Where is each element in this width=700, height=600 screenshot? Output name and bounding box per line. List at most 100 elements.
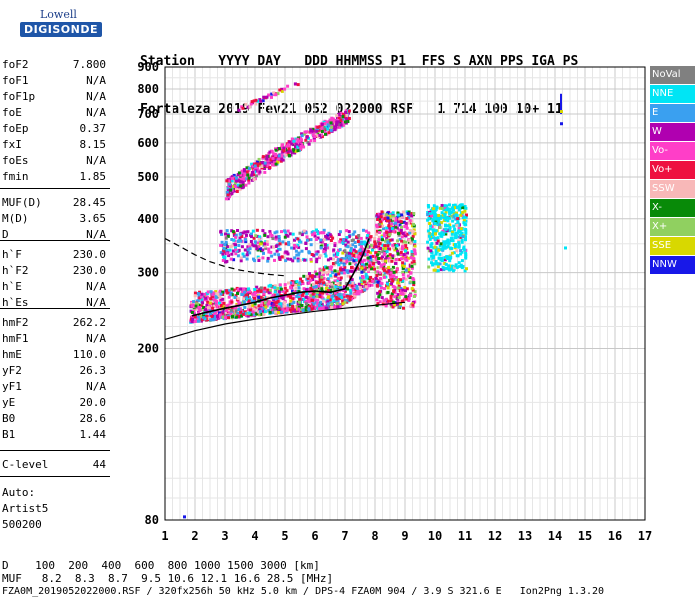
echo-point [401, 292, 405, 296]
echo-point [404, 277, 408, 281]
echo-point [243, 290, 247, 294]
echo-point [320, 287, 324, 291]
echo-point [206, 290, 210, 294]
echo-point [218, 295, 222, 299]
echo-point [391, 256, 395, 260]
echo-point [295, 294, 299, 298]
echo-point [234, 235, 238, 239]
echo-point [357, 292, 361, 296]
x-tick-label: 4 [251, 529, 258, 543]
echo-point [351, 288, 355, 292]
footer-file-line: FZA0M_2019052022000.RSF / 320fx256h 50 k… [2, 586, 605, 597]
legend-item-vo-: Vo- [650, 142, 695, 160]
echo-point [396, 211, 400, 215]
echo-point [211, 306, 215, 310]
echo-point [250, 232, 253, 236]
y-tick-label: 300 [137, 266, 159, 280]
echo-point [353, 241, 357, 244]
echo-point [341, 299, 345, 303]
echo-point [402, 234, 406, 237]
echo-point [389, 229, 393, 233]
echo-point [244, 293, 248, 297]
echo-point [448, 210, 452, 214]
legend-item-sse: SSE [650, 237, 695, 255]
echo-point [256, 234, 259, 238]
echo-point [286, 303, 290, 307]
param-row-8: MUF(D) 28.45 [2, 196, 108, 212]
echo-point [222, 247, 226, 251]
echo-point [234, 309, 238, 313]
echo-point [451, 203, 455, 207]
echo-point [464, 215, 468, 219]
echo-point [254, 166, 258, 170]
echo-point [321, 296, 325, 300]
echo-point [393, 303, 397, 307]
echo-point [276, 286, 280, 290]
echo-point [247, 178, 251, 182]
echo-point [199, 314, 203, 318]
echo-point [305, 238, 309, 242]
echo-point [297, 300, 301, 304]
echo-point [432, 236, 435, 240]
footer-muf-line: MUF 8.2 8.3 8.7 9.5 10.6 12.1 16.6 28.5 … [2, 572, 334, 585]
echo-point [438, 262, 442, 266]
echo-point [326, 300, 330, 304]
echo-point [426, 204, 430, 207]
echo-point [271, 155, 275, 159]
param-label: M(D) [2, 212, 29, 225]
echo-point [388, 233, 392, 237]
echo-point [381, 218, 384, 222]
x-tick-label: 13 [518, 529, 532, 543]
echo-point [312, 285, 316, 289]
echo-point [410, 266, 414, 270]
echo-point [464, 253, 468, 257]
echo-point [216, 315, 219, 318]
echo-point [261, 229, 265, 233]
echo-point [360, 281, 364, 285]
echo-point [387, 242, 391, 246]
echo-point [286, 229, 290, 233]
echo-point [216, 309, 219, 313]
echo-point [429, 249, 433, 253]
echo-point [405, 210, 409, 214]
echo-point [234, 315, 238, 319]
echo-point [288, 140, 292, 144]
echo-point [376, 270, 380, 274]
echo-point [359, 245, 363, 249]
echo-point [316, 236, 320, 240]
echo-point [302, 274, 306, 278]
echo-point [232, 238, 236, 242]
echo-point [400, 257, 404, 261]
echo-point [404, 244, 408, 248]
echo-point [197, 303, 201, 307]
echo-point [390, 222, 393, 226]
param-label: B0 [2, 412, 16, 425]
echo-point [401, 288, 405, 292]
echo-point [295, 253, 299, 257]
echo-point [257, 257, 261, 261]
echo-point [281, 289, 285, 293]
echo-point [258, 170, 262, 174]
echo-point [266, 163, 270, 167]
echo-point [388, 238, 392, 242]
echo-point [206, 306, 210, 310]
echo-point [378, 300, 382, 304]
echo-point [287, 243, 291, 247]
echo-point [350, 239, 354, 243]
echo-point [275, 230, 279, 234]
echo-point [318, 254, 322, 258]
echo-point [244, 238, 247, 242]
echo-point [261, 256, 265, 260]
echo-point [193, 320, 197, 323]
echo-point [219, 304, 223, 307]
echo-point [227, 303, 231, 307]
echo-point [394, 276, 398, 279]
echo-point [317, 275, 321, 279]
echo-point [358, 255, 362, 259]
echo-point [360, 250, 364, 254]
echo-point [256, 99, 260, 103]
echo-point [198, 308, 202, 312]
echo-point [343, 120, 347, 124]
echo-point [344, 109, 348, 113]
echo-point [251, 171, 254, 174]
